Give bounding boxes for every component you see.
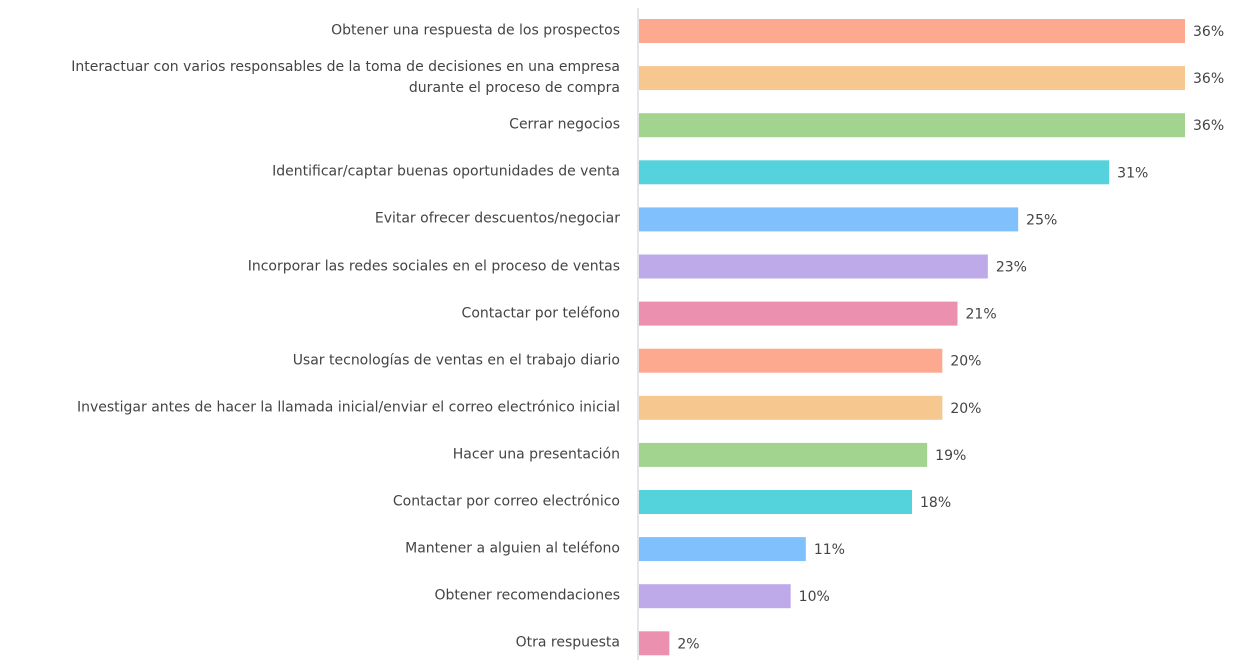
value-label: 21% xyxy=(966,307,997,323)
category-label: Usar tecnologías de ventas en el trabajo… xyxy=(292,352,620,369)
category-label: Contactar por correo electrónico xyxy=(392,493,620,510)
value-label: 25% xyxy=(1026,212,1057,228)
bar xyxy=(639,490,912,514)
value-label: 11% xyxy=(814,542,845,558)
category-label: Contactar por teléfono xyxy=(461,305,620,322)
category-label: Obtener recomendaciones xyxy=(434,587,620,604)
bar xyxy=(639,66,1185,91)
category-label: Interactuar con varios responsables de l… xyxy=(71,59,620,97)
value-label: 23% xyxy=(996,260,1027,276)
bar xyxy=(639,19,1185,43)
bar xyxy=(639,348,943,373)
bar xyxy=(639,301,958,326)
bar xyxy=(639,537,806,562)
bar xyxy=(639,395,943,420)
value-label: 20% xyxy=(950,354,981,370)
value-label: 36% xyxy=(1193,118,1224,134)
value-label: 31% xyxy=(1117,165,1148,181)
value-label: 36% xyxy=(1193,71,1224,87)
bar xyxy=(639,254,988,279)
value-label: 20% xyxy=(950,401,981,417)
category-label: Incorporar las redes sociales en el proc… xyxy=(247,258,620,274)
value-label: 2% xyxy=(677,636,699,652)
category-label: Hacer una presentación xyxy=(452,446,620,463)
category-label: Investigar antes de hacer la llamada ini… xyxy=(76,399,620,416)
value-label: 18% xyxy=(920,495,951,511)
category-label: Otra respuesta xyxy=(515,634,620,651)
value-label: 10% xyxy=(799,589,830,605)
bar xyxy=(639,113,1185,138)
bar xyxy=(639,442,928,467)
category-label: Cerrar negocios xyxy=(509,116,620,133)
category-label: Evitar ofrecer descuentos/negociar xyxy=(374,210,620,227)
bar xyxy=(639,160,1110,185)
category-label: Obtener una respuesta de los prospectos xyxy=(331,22,620,39)
value-label: 19% xyxy=(935,448,966,464)
bar xyxy=(639,584,791,609)
bar xyxy=(639,207,1019,232)
bar xyxy=(639,631,670,656)
category-label: Identificar/captar buenas oportunidades … xyxy=(272,163,620,180)
value-label: 36% xyxy=(1193,24,1224,40)
category-label: Mantener a alguien al teléfono xyxy=(405,540,620,557)
